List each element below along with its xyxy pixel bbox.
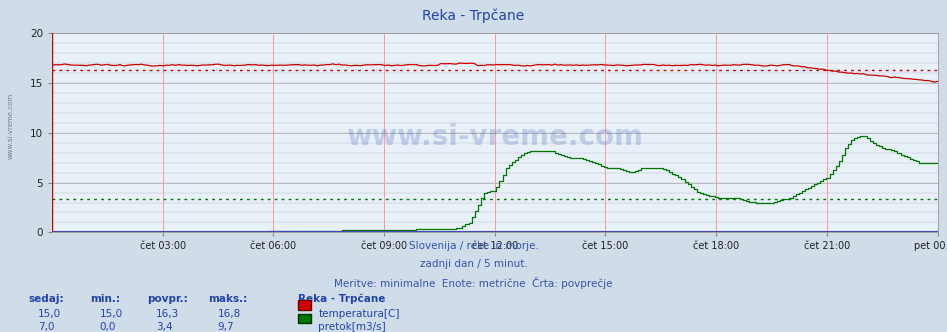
Text: 9,7: 9,7 [218,322,235,332]
Text: www.si-vreme.com: www.si-vreme.com [347,123,643,151]
Text: povpr.:: povpr.: [147,294,188,304]
Text: 7,0: 7,0 [38,322,54,332]
Text: temperatura[C]: temperatura[C] [318,309,400,319]
Text: Meritve: minimalne  Enote: metrične  Črta: povprečje: Meritve: minimalne Enote: metrične Črta:… [334,277,613,289]
Text: Reka - Trpčane: Reka - Trpčane [298,294,385,304]
Text: zadnji dan / 5 minut.: zadnji dan / 5 minut. [420,259,527,269]
Text: 15,0: 15,0 [38,309,61,319]
Text: Slovenija / reke in morje.: Slovenija / reke in morje. [408,241,539,251]
Text: 15,0: 15,0 [99,309,122,319]
Text: pretok[m3/s]: pretok[m3/s] [318,322,386,332]
Text: 0,0: 0,0 [99,322,116,332]
Text: 16,8: 16,8 [218,309,241,319]
Text: Reka - Trpčane: Reka - Trpčane [422,8,525,23]
Text: 3,4: 3,4 [156,322,173,332]
Text: maks.:: maks.: [208,294,247,304]
Text: min.:: min.: [90,294,120,304]
Text: sedaj:: sedaj: [28,294,64,304]
Text: www.si-vreme.com: www.si-vreme.com [8,93,13,159]
Text: 16,3: 16,3 [156,309,180,319]
